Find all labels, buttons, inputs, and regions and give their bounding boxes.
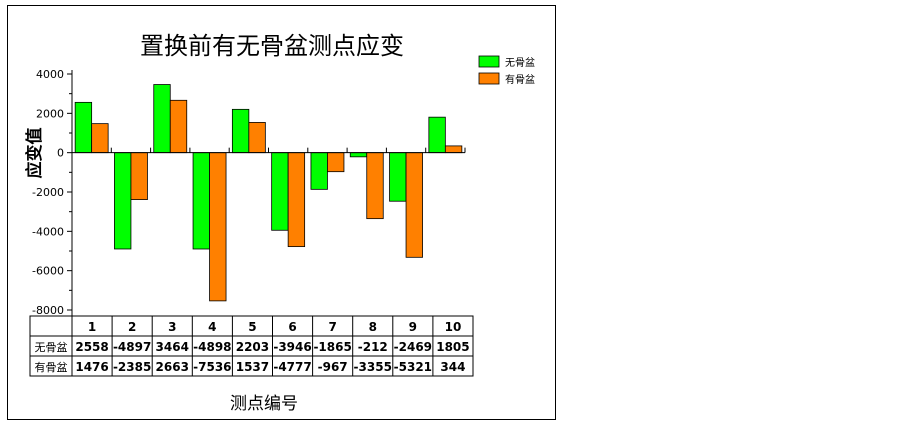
table-cell-series1-7: -1865 <box>313 340 351 354</box>
table-cell-series1-10: 1805 <box>436 340 469 354</box>
table-cell-series1-9: -2469 <box>394 340 432 354</box>
y-tick-label: -6000 <box>32 265 64 278</box>
y-tick-label: 0 <box>57 147 64 160</box>
bar-series1-point8 <box>349 152 368 158</box>
table-category-5: 5 <box>248 320 256 334</box>
bar-series2-point9 <box>405 152 423 258</box>
table-cell-series1-5: 2203 <box>236 340 269 354</box>
table-cell-series1-8: -212 <box>358 340 388 354</box>
bar-series1-point3 <box>153 84 171 154</box>
bar-series2-point7 <box>327 152 345 173</box>
table-category-7: 7 <box>328 320 336 334</box>
table-category-4: 4 <box>208 320 216 334</box>
bar-series2-point1 <box>91 123 109 154</box>
bar-series2-point10 <box>444 145 463 154</box>
bar-series1-point4 <box>192 152 210 250</box>
table-cell-series2-6: -4777 <box>273 360 311 374</box>
table-category-1: 1 <box>88 320 96 334</box>
table-border <box>29 315 474 377</box>
y-axis-label: 应变值 <box>24 128 45 179</box>
y-tick-label: -2000 <box>32 186 64 199</box>
table-category-10: 10 <box>445 320 462 334</box>
bar-series2-point5 <box>248 122 266 154</box>
bar-series1-point7 <box>310 152 328 190</box>
table-cell-series2-3: 2663 <box>156 360 189 374</box>
y-tick-label: -4000 <box>32 225 64 238</box>
bar-series2-point2 <box>130 152 148 200</box>
table-cell-series2-1: 1476 <box>75 360 108 374</box>
legend-swatch-series1 <box>478 55 500 68</box>
table-cell-series2-4: -7536 <box>193 360 231 374</box>
table-cell-series1-1: 2558 <box>75 340 108 354</box>
plot-area: 4000 2000 0 -2000 -4000 -6000 -8000 <box>32 68 466 317</box>
table-cell-series2-7: -967 <box>318 360 348 374</box>
table-category-2: 2 <box>128 320 136 334</box>
y-tick-label: 4000 <box>36 68 64 81</box>
legend-swatch-series2 <box>478 72 500 85</box>
table-category-9: 9 <box>409 320 417 334</box>
table-cell-series2-8: -3355 <box>354 360 392 374</box>
table-rowhead-series2: 有骨盆 <box>35 360 68 374</box>
table-category-6: 6 <box>288 320 296 334</box>
chart-title: 置换前有无骨盆测点应变 <box>140 32 404 60</box>
bar-series1-point2 <box>114 152 132 250</box>
bar-series1-point9 <box>389 152 407 202</box>
legend-label-series1: 无骨盆 <box>505 56 535 69</box>
x-axis-label: 测点编号 <box>230 394 298 414</box>
table-cell-series1-3: 3464 <box>156 340 189 354</box>
bar-series1-point1 <box>74 101 93 154</box>
table-cell-series2-9: -5321 <box>394 360 432 374</box>
table-category-8: 8 <box>369 320 377 334</box>
bar-series1-point6 <box>271 152 289 231</box>
table-cell-series2-2: -2385 <box>113 360 151 374</box>
table-cell-series2-5: 1537 <box>236 360 269 374</box>
y-tick-label: -8000 <box>32 304 64 317</box>
bar-series1-point5 <box>231 108 250 154</box>
data-table: 1 2 3 4 5 6 7 8 9 10 无骨盆 2558 -4897 3464 -4898 2203 -394… <box>29 315 474 377</box>
table-cell-series1-4: -4898 <box>193 340 231 354</box>
bar-series2-point6 <box>287 152 306 248</box>
table-cell-series1-2: -4897 <box>113 340 151 354</box>
table-category-3: 3 <box>168 320 176 334</box>
bar-series2-point8 <box>366 152 384 220</box>
table-cell-series2-10: 344 <box>440 360 465 374</box>
table-cell-series1-6: -3946 <box>273 340 311 354</box>
bar-series1-point10 <box>428 116 446 154</box>
y-tick-label: 2000 <box>36 107 64 120</box>
bar-series2-point4 <box>209 152 227 302</box>
legend-label-series2: 有骨盆 <box>505 73 535 86</box>
table-rowhead-series1: 无骨盆 <box>35 340 68 354</box>
bar-series2-point3 <box>169 99 188 154</box>
